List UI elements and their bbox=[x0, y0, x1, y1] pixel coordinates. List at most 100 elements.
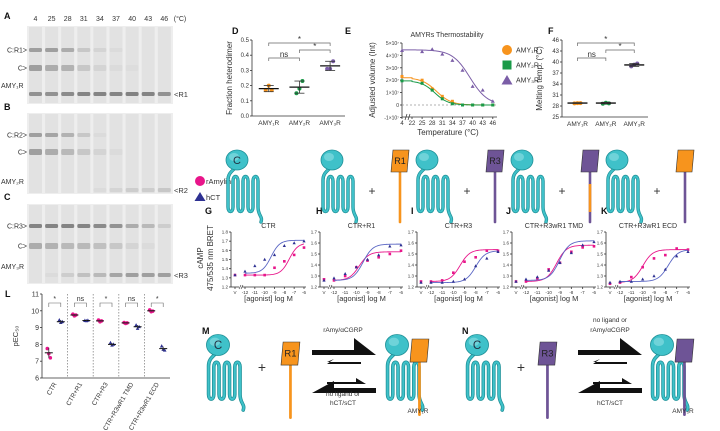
gel-band-complex bbox=[45, 48, 59, 52]
gel-band-complex bbox=[77, 48, 91, 52]
plus-sign: + bbox=[258, 359, 266, 375]
y-tick-label: 1.6 bbox=[311, 241, 318, 246]
gel-lane bbox=[141, 205, 155, 283]
chart-title: CTR+R3wR1 ECD bbox=[619, 223, 677, 230]
gel-band-ramp bbox=[157, 92, 171, 96]
x-tick-label: 40 bbox=[469, 121, 476, 127]
x-tick-label: -6 bbox=[686, 290, 690, 295]
gel-band-ramp bbox=[141, 188, 155, 192]
gel-band-ramp bbox=[141, 273, 155, 277]
chart-title: CTR+R1 bbox=[348, 223, 376, 230]
data-point-hCT bbox=[292, 241, 296, 245]
x-category-label: AMY₁R bbox=[567, 121, 588, 128]
significance-label: ns bbox=[280, 50, 288, 59]
y-tick-label: 1.6 bbox=[408, 241, 415, 246]
gel-band-ramp bbox=[45, 273, 59, 277]
y-tick-label: 0.2 bbox=[241, 84, 250, 90]
data-point-hCT bbox=[354, 265, 358, 269]
ramp-ecd bbox=[390, 149, 410, 173]
x-tick-label: V bbox=[322, 290, 325, 295]
data-point bbox=[491, 103, 495, 107]
x-category-label: AMY₁R bbox=[258, 120, 279, 127]
scheme-forward-condition: rAmy/αCGRP bbox=[323, 327, 363, 334]
x-tick-label: -7 bbox=[675, 290, 679, 295]
gel-band-complex bbox=[141, 224, 155, 228]
plus-sign: + bbox=[463, 184, 470, 198]
x-tick-label: -12 bbox=[242, 290, 249, 295]
data-point-hCT bbox=[686, 250, 690, 253]
data-point bbox=[461, 103, 464, 107]
scheme-reverse-condition: hCT/sCT bbox=[330, 400, 356, 407]
fit-curve bbox=[402, 80, 493, 106]
data-point-rAmylin bbox=[253, 273, 257, 277]
x-tick-label: -12 bbox=[617, 290, 624, 295]
y-axis-label: Adjusted volume (Int) bbox=[368, 42, 377, 118]
significance-bracket bbox=[268, 57, 300, 61]
transmembrane-helices-highlight bbox=[386, 352, 424, 412]
chart-title: AMYRs Thermostability bbox=[410, 32, 484, 39]
data-point bbox=[490, 99, 495, 103]
y-tick-label: 40 bbox=[552, 60, 559, 66]
data-point-rAmylin bbox=[263, 273, 266, 277]
y-tick-label: 0.1 bbox=[241, 99, 250, 105]
data-point-hCT bbox=[535, 275, 539, 279]
gel-lane bbox=[61, 27, 75, 103]
gel-band-ctr bbox=[77, 149, 91, 155]
transmembrane-helices-highlight bbox=[207, 352, 245, 412]
y-tick-label: 1.7 bbox=[597, 230, 604, 235]
y-tick-label: 6 bbox=[35, 376, 39, 383]
lane-temperature-label: 34 bbox=[96, 16, 104, 23]
gel-lane bbox=[141, 27, 155, 103]
panel-label-I: I bbox=[411, 206, 414, 216]
rAmylin-legend-marker bbox=[195, 176, 205, 186]
y-tick-label: 1.8 bbox=[222, 230, 229, 235]
y-tick-label: 3×10⁷ bbox=[386, 66, 399, 72]
data-point-hCT bbox=[377, 253, 381, 257]
significance-label: * bbox=[156, 296, 159, 303]
fit-curve-rAmylin bbox=[430, 249, 499, 282]
axis-break bbox=[519, 284, 525, 290]
gel-3: C:R3> C> AMY₃R <R3 bbox=[1, 204, 188, 284]
x-tick-label: -8 bbox=[569, 290, 573, 295]
data-point-hCT bbox=[462, 277, 467, 281]
ecd-highlight bbox=[324, 153, 334, 161]
gel-band-ramp bbox=[61, 92, 75, 96]
gel-band-ctr bbox=[141, 243, 155, 249]
gel-lane bbox=[157, 205, 171, 283]
lane-temperature-label: 25 bbox=[48, 16, 56, 23]
x-axis-label: [agonist] log M bbox=[434, 294, 483, 303]
y-tick-label: 1.7 bbox=[408, 230, 415, 235]
legend-marker-square bbox=[502, 60, 512, 70]
x-axis-label: [agonist] log M bbox=[624, 294, 673, 303]
scheme-product-label: AMY₁R bbox=[408, 408, 429, 415]
gel-band-complex bbox=[29, 224, 42, 228]
x-tick-label: 34 bbox=[449, 121, 456, 127]
gel-band-complex bbox=[93, 48, 107, 52]
y-tick-label: 43 bbox=[552, 49, 559, 55]
plus-sign: + bbox=[558, 184, 565, 198]
x-axis-label: [agonist] log M bbox=[244, 294, 293, 303]
x-category-label: CTR bbox=[46, 381, 59, 396]
data-point bbox=[420, 49, 425, 54]
x-tick-label: 31 bbox=[439, 121, 446, 127]
legend-marker-triangle bbox=[501, 75, 513, 85]
gel-lane bbox=[141, 114, 155, 193]
significance-bracket bbox=[99, 302, 113, 307]
ramp-ecd bbox=[280, 341, 301, 366]
plus-sign: + bbox=[517, 359, 525, 375]
gel-band-ctr bbox=[125, 243, 139, 249]
legend-label: AMY₂R bbox=[516, 63, 539, 70]
x-category-label: AMY₂R bbox=[289, 120, 311, 127]
y-tick-label: 1.2 bbox=[597, 285, 604, 290]
x-tick-label: -12 bbox=[428, 290, 435, 295]
gel-band-complex bbox=[61, 133, 75, 137]
y-tick-label: 0 bbox=[396, 103, 399, 109]
amy1r-complex-ctr bbox=[385, 334, 425, 412]
big-forward-arrow bbox=[578, 338, 642, 355]
gel-band-ramp bbox=[125, 188, 139, 192]
transmembrane-helices-highlight bbox=[417, 167, 453, 223]
y-tick-label: 25 bbox=[552, 115, 559, 121]
equilibrium-arrows-M bbox=[312, 338, 376, 393]
